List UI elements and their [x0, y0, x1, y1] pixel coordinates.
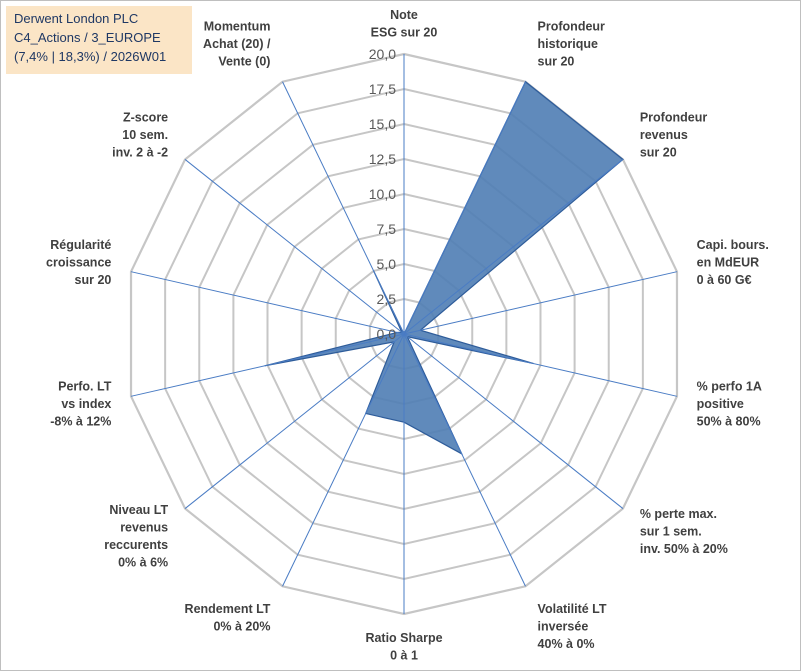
axis-spoke	[403, 333, 526, 587]
axis-spoke	[403, 333, 678, 397]
tick-label: 0,0	[377, 326, 397, 342]
tick-label: 15,0	[369, 116, 396, 132]
axis-label: % perte max. sur 1 sem. inv. 50% à 20%	[640, 507, 728, 556]
axis-label: Niveau LT revenus reccurents 0% à 6%	[104, 503, 168, 570]
info-box: Derwent London PLC C4_Actions / 3_EUROPE…	[6, 6, 192, 74]
axis-label: Régularité croissance sur 20	[46, 238, 111, 287]
axis-label: Volatilité LT inversée 40% à 0%	[538, 602, 607, 651]
tick-label: 2,5	[377, 291, 397, 307]
data-series-area	[264, 80, 624, 456]
axis-spoke	[184, 333, 405, 509]
axis-label: Rendement LT 0% à 20%	[185, 602, 271, 634]
axis-spoke	[403, 271, 678, 335]
axis-spoke	[130, 271, 405, 335]
info-line-category: C4_Actions / 3_EUROPE	[14, 30, 161, 45]
axis-label: Z-score 10 sem. inv. 2 à -2	[112, 111, 168, 160]
axis-spoke	[282, 333, 405, 587]
axis-spoke	[403, 159, 624, 335]
axis-label: Capi. bours. en MdEUR 0 à 60 G€	[697, 238, 769, 287]
axis-label: Profondeur revenus sur 20	[640, 111, 707, 160]
axis-spoke	[130, 333, 405, 397]
axis-spoke	[403, 333, 624, 509]
axis-label: Profondeur historique sur 20	[538, 20, 605, 69]
axis-label: % perfo 1A positive 50% à 80%	[697, 379, 762, 428]
axis-spoke	[282, 81, 405, 335]
tick-label: 10,0	[369, 186, 396, 202]
axis-label: Momentum Achat (20) / Vente (0)	[203, 20, 271, 69]
tick-label: 12,5	[369, 151, 396, 167]
info-line-company: Derwent London PLC	[14, 11, 139, 26]
axis-spoke	[403, 81, 526, 335]
tick-label: 5,0	[377, 256, 397, 272]
tick-label: 7,5	[377, 221, 397, 237]
axis-label: Perfo. LT vs index -8% à 12%	[50, 379, 112, 428]
tick-label: 17,5	[369, 81, 396, 97]
axis-spoke	[184, 159, 405, 335]
axis-label: Note ESG sur 20	[371, 8, 438, 40]
info-line-stats: (7,4% | 18,3%) / 2026W01	[14, 49, 167, 64]
tick-label: 20,0	[369, 46, 396, 62]
axis-label: Ratio Sharpe 0 à 1	[365, 631, 442, 663]
